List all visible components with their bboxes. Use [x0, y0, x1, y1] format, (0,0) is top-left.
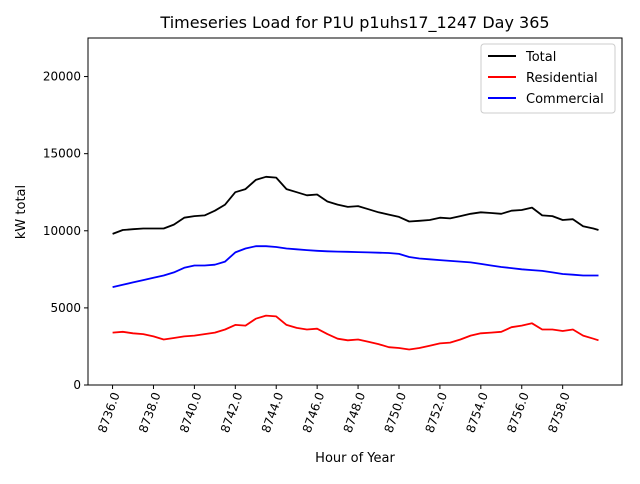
y-tick-label: 5000	[50, 301, 81, 315]
legend-label-total: Total	[525, 50, 556, 65]
series-line-residential	[112, 314, 599, 351]
legend-label-commercial: Commercial	[526, 92, 604, 107]
y-tick-label: 10000	[43, 224, 81, 238]
x-axis-label: Hour of Year	[315, 451, 395, 466]
legend: Total Residential Commercial	[480, 43, 616, 114]
chart-title: Timeseries Load for P1U p1uhs17_1247 Day…	[159, 13, 549, 33]
y-axis-label: kW total	[14, 185, 29, 239]
y-tick-label: 20000	[43, 70, 81, 84]
series-line-commercial	[112, 245, 599, 288]
legend-box	[480, 43, 616, 114]
legend-label-residential: Residential	[526, 71, 598, 86]
series-layer	[112, 175, 599, 351]
plot-frame	[87, 37, 623, 386]
series-line-total	[112, 175, 599, 235]
y-tick-label: 15000	[43, 147, 81, 161]
y-tick-label: 0	[73, 378, 81, 392]
